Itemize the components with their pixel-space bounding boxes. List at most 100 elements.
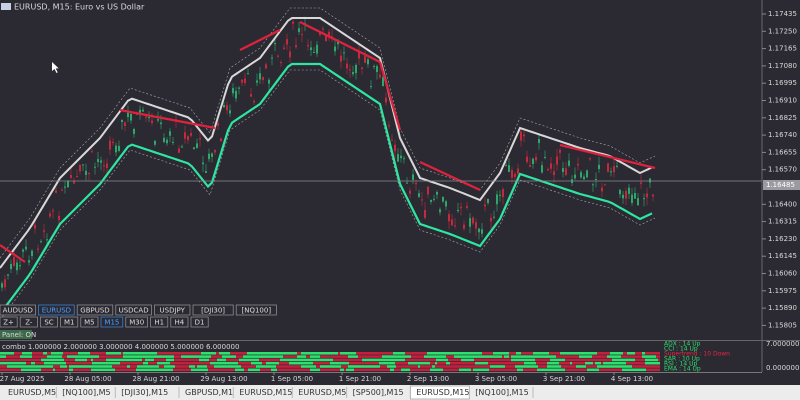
tab-label[interactable]: EURUSD,M5 [298,388,346,397]
candle-body [259,73,261,80]
indicator-cell [380,368,390,372]
price-label: 1.17435 [768,10,797,18]
button-label[interactable]: Z- [25,319,33,327]
indicator-cell [301,365,306,368]
button-label[interactable]: [NQ100] [242,307,272,315]
indicator-cell [576,365,586,368]
button[interactable] [100,316,124,328]
indicator-cell [310,355,320,358]
indicator-cell [338,352,340,355]
panel-button-label[interactable]: Panel: ON [2,331,36,339]
indicator-cell [595,361,601,365]
indicator-cell [448,358,458,362]
tab-label[interactable]: [NQ100],M15 [475,388,528,397]
indicator-cell [511,358,523,362]
indicator-cell [253,355,262,358]
candle-body [439,209,441,213]
button[interactable] [0,316,18,328]
button-label[interactable]: EURUSD [42,307,71,315]
indicator-cell [456,361,464,365]
button-label[interactable]: Z+ [3,319,14,327]
indicator-cell [64,358,75,362]
cursor [52,62,59,73]
indicator-cell [69,365,80,368]
indicator-cell [627,352,635,355]
price-label: 1.16910 [768,97,797,105]
button[interactable] [192,304,234,316]
indicator-cell [104,368,115,372]
button[interactable] [154,304,191,316]
button[interactable] [235,304,277,316]
indicator-cell [516,352,521,355]
button-label[interactable]: SC [44,319,53,327]
candle-body [583,176,585,180]
tab-label[interactable]: EURUSD,M15 [416,388,469,397]
panel-button[interactable] [0,330,32,339]
candle-body [382,77,384,87]
candle-body [547,169,549,171]
indicator-cell [645,358,658,362]
button-label[interactable]: GBPUSD [80,307,109,315]
button[interactable] [0,304,36,316]
indicator-cell [157,352,172,355]
button[interactable] [190,316,209,328]
tab-label[interactable]: [NQ100],M5 [62,388,110,397]
tab-label[interactable]: EURUSD,M5 [8,388,56,397]
indicator-cell [127,365,130,368]
candle-body [526,156,528,163]
indicator-cell [471,368,473,372]
candle-body [265,64,267,69]
button[interactable] [150,316,169,328]
indicator-cell [244,368,248,372]
price-label: 1.15890 [768,304,797,312]
indicator-cell [195,365,197,368]
button[interactable] [115,304,152,316]
button[interactable] [38,304,75,316]
candle-body [499,194,501,196]
button[interactable] [19,316,38,328]
tab-label[interactable]: EURUSD,M15 [239,388,292,397]
indicator-cell [69,368,73,372]
tab-label[interactable]: [SP500],M15 [353,388,404,397]
upper-band-down [378,61,402,131]
candle-body [472,217,474,224]
button-label[interactable]: H4 [175,319,185,327]
indicator-cell [273,355,277,358]
indicator-cell [607,368,618,372]
tab-label[interactable]: GBPUSD,M1 [185,388,233,397]
button[interactable] [170,316,189,328]
button[interactable] [125,316,148,328]
button-label[interactable]: [DJI30] [201,307,225,315]
button-label[interactable]: H1 [154,319,164,327]
button-label[interactable]: USDJPY [160,307,186,315]
candle-body [358,51,360,59]
candle-body [412,174,414,180]
candle-body [346,63,348,69]
candle-body [256,80,258,83]
indicator-cell [484,358,492,362]
tab-label[interactable]: [DJI30],M15 [121,388,168,397]
indicator-cell [603,361,618,365]
button-label[interactable]: D1 [195,319,205,327]
button-label[interactable]: M1 [64,319,75,327]
button[interactable] [80,316,99,328]
button-label[interactable]: M30 [129,319,144,327]
candle-body [586,170,588,178]
button[interactable] [40,316,58,328]
indicator-cell [139,361,143,365]
button[interactable] [60,316,79,328]
indicator-cell [436,355,446,358]
indicator-cell [259,358,267,362]
indicator-cell [211,355,222,358]
indicator-cell [411,365,418,368]
indicator-cell [188,358,193,362]
button-label[interactable]: USDCAD [119,307,149,315]
indicator-cell [400,352,403,355]
indicator-cell [443,368,447,372]
button[interactable] [76,304,114,316]
indicator-cell [18,358,29,362]
button-label[interactable]: AUDUSD [3,307,33,315]
indicator-cell [0,352,14,355]
button-label[interactable]: M5 [84,319,95,327]
button-label[interactable]: M15 [104,319,119,327]
